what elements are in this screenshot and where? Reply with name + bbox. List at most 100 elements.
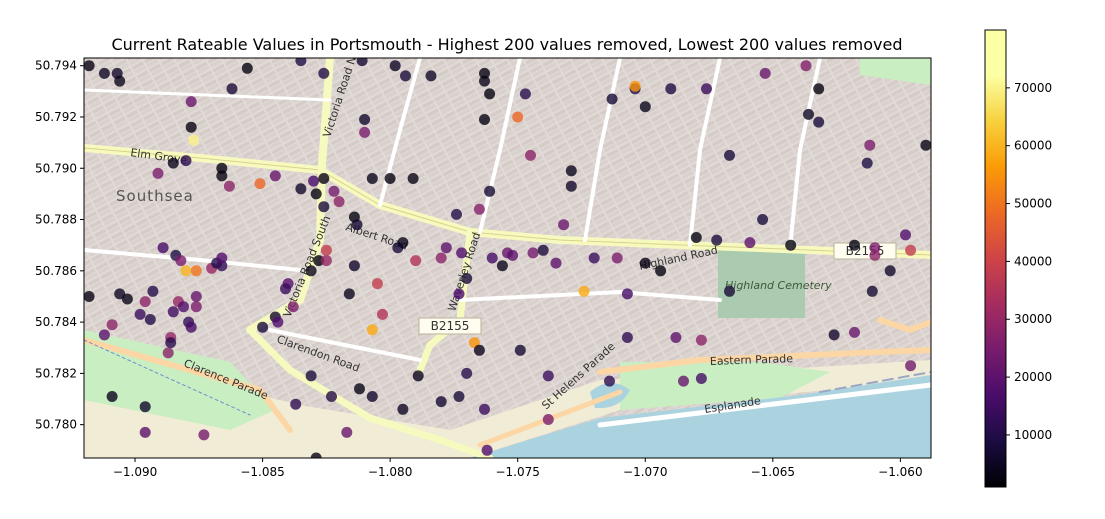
- data-point: [724, 149, 735, 161]
- data-point: [621, 332, 633, 343]
- data-point: [828, 329, 840, 341]
- data-point: [785, 239, 797, 251]
- data-point: [162, 347, 174, 359]
- data-point: [152, 167, 164, 179]
- data-point: [190, 291, 202, 302]
- data-point: [377, 308, 388, 320]
- data-point: [106, 391, 118, 402]
- data-point: [139, 296, 151, 308]
- data-point: [121, 293, 133, 305]
- data-point: [588, 252, 600, 264]
- data-point: [287, 301, 299, 313]
- data-point: [371, 278, 383, 290]
- data-point: [295, 58, 307, 67]
- data-point: [800, 60, 812, 72]
- data-point: [565, 180, 577, 192]
- data-point: [198, 429, 210, 441]
- data-point: [744, 237, 756, 249]
- data-point: [479, 403, 490, 415]
- y-tick-label: 50.784: [35, 315, 77, 329]
- colorbar-gradient: [984, 29, 1007, 488]
- colorbar-ticks: 10000 20000 30000 40000 50000 60000 70000: [1006, 81, 1052, 442]
- y-tick-label: 50.794: [35, 59, 77, 73]
- data-point: [565, 165, 577, 177]
- data-point: [861, 157, 873, 169]
- data-point: [678, 375, 689, 387]
- data-point: [695, 373, 707, 384]
- data-point: [290, 398, 302, 410]
- data-point: [611, 252, 623, 264]
- data-point: [461, 273, 473, 284]
- data-point: [356, 58, 368, 67]
- colorbar-tick-label: 20000: [1014, 370, 1052, 384]
- data-point: [440, 242, 452, 254]
- data-point: [216, 260, 228, 272]
- road-shield-label-1: B2155: [431, 319, 470, 333]
- data-point: [366, 173, 378, 184]
- data-point: [343, 288, 355, 300]
- data-point: [341, 426, 353, 438]
- data-point: [114, 75, 126, 87]
- data-point: [425, 70, 437, 82]
- data-point: [849, 239, 860, 251]
- colorbar-tick-label: 70000: [1014, 81, 1052, 95]
- y-tick-label: 50.786: [35, 264, 77, 278]
- data-point: [190, 301, 202, 313]
- data-point: [272, 316, 284, 328]
- data-point: [320, 255, 332, 267]
- data-point: [473, 344, 485, 356]
- data-point: [308, 175, 320, 187]
- data-point: [435, 252, 447, 264]
- colorbar-tick-label: 10000: [1014, 428, 1052, 442]
- data-point: [175, 255, 187, 267]
- data-point: [701, 83, 712, 95]
- data-point: [507, 249, 519, 261]
- data-point: [98, 329, 110, 341]
- data-point: [456, 247, 468, 259]
- data-point: [519, 88, 531, 100]
- data-point: [226, 83, 238, 95]
- data-point: [537, 244, 549, 256]
- data-point: [410, 255, 422, 267]
- data-point: [866, 285, 878, 297]
- data-point: [604, 375, 615, 387]
- data-point: [479, 67, 490, 79]
- data-point: [223, 180, 235, 192]
- data-point: [407, 173, 419, 184]
- data-point: [180, 155, 192, 167]
- y-tick-label: 50.782: [35, 366, 77, 380]
- data-point: [397, 403, 409, 415]
- data-point: [578, 285, 590, 297]
- data-point: [542, 370, 554, 382]
- data-point: [384, 173, 396, 184]
- data-point: [629, 80, 641, 92]
- data-point: [905, 360, 917, 372]
- data-point: [84, 291, 95, 302]
- data-point: [257, 321, 269, 333]
- data-point: [869, 249, 881, 261]
- data-point: [216, 252, 228, 264]
- data-point: [354, 383, 365, 395]
- data-point: [147, 285, 159, 297]
- data-point: [326, 391, 337, 402]
- colorbar-tick-label: 40000: [1014, 254, 1052, 268]
- data-point: [106, 319, 118, 331]
- data-point: [400, 70, 411, 82]
- data-point: [295, 183, 307, 195]
- data-point: [453, 391, 465, 402]
- data-point: [639, 101, 651, 113]
- data-point: [665, 83, 677, 95]
- data-point: [389, 60, 401, 72]
- data-point: [920, 139, 931, 151]
- data-point: [216, 162, 228, 174]
- data-point: [670, 332, 682, 343]
- data-point: [484, 185, 496, 197]
- x-tick-label: −1.080: [368, 465, 412, 479]
- plot-frame: [83, 57, 932, 459]
- data-point: [639, 257, 651, 269]
- data-point: [98, 67, 110, 79]
- data-point: [269, 170, 281, 182]
- data-point: [178, 301, 189, 313]
- data-point: [542, 414, 554, 425]
- data-point: [318, 201, 330, 213]
